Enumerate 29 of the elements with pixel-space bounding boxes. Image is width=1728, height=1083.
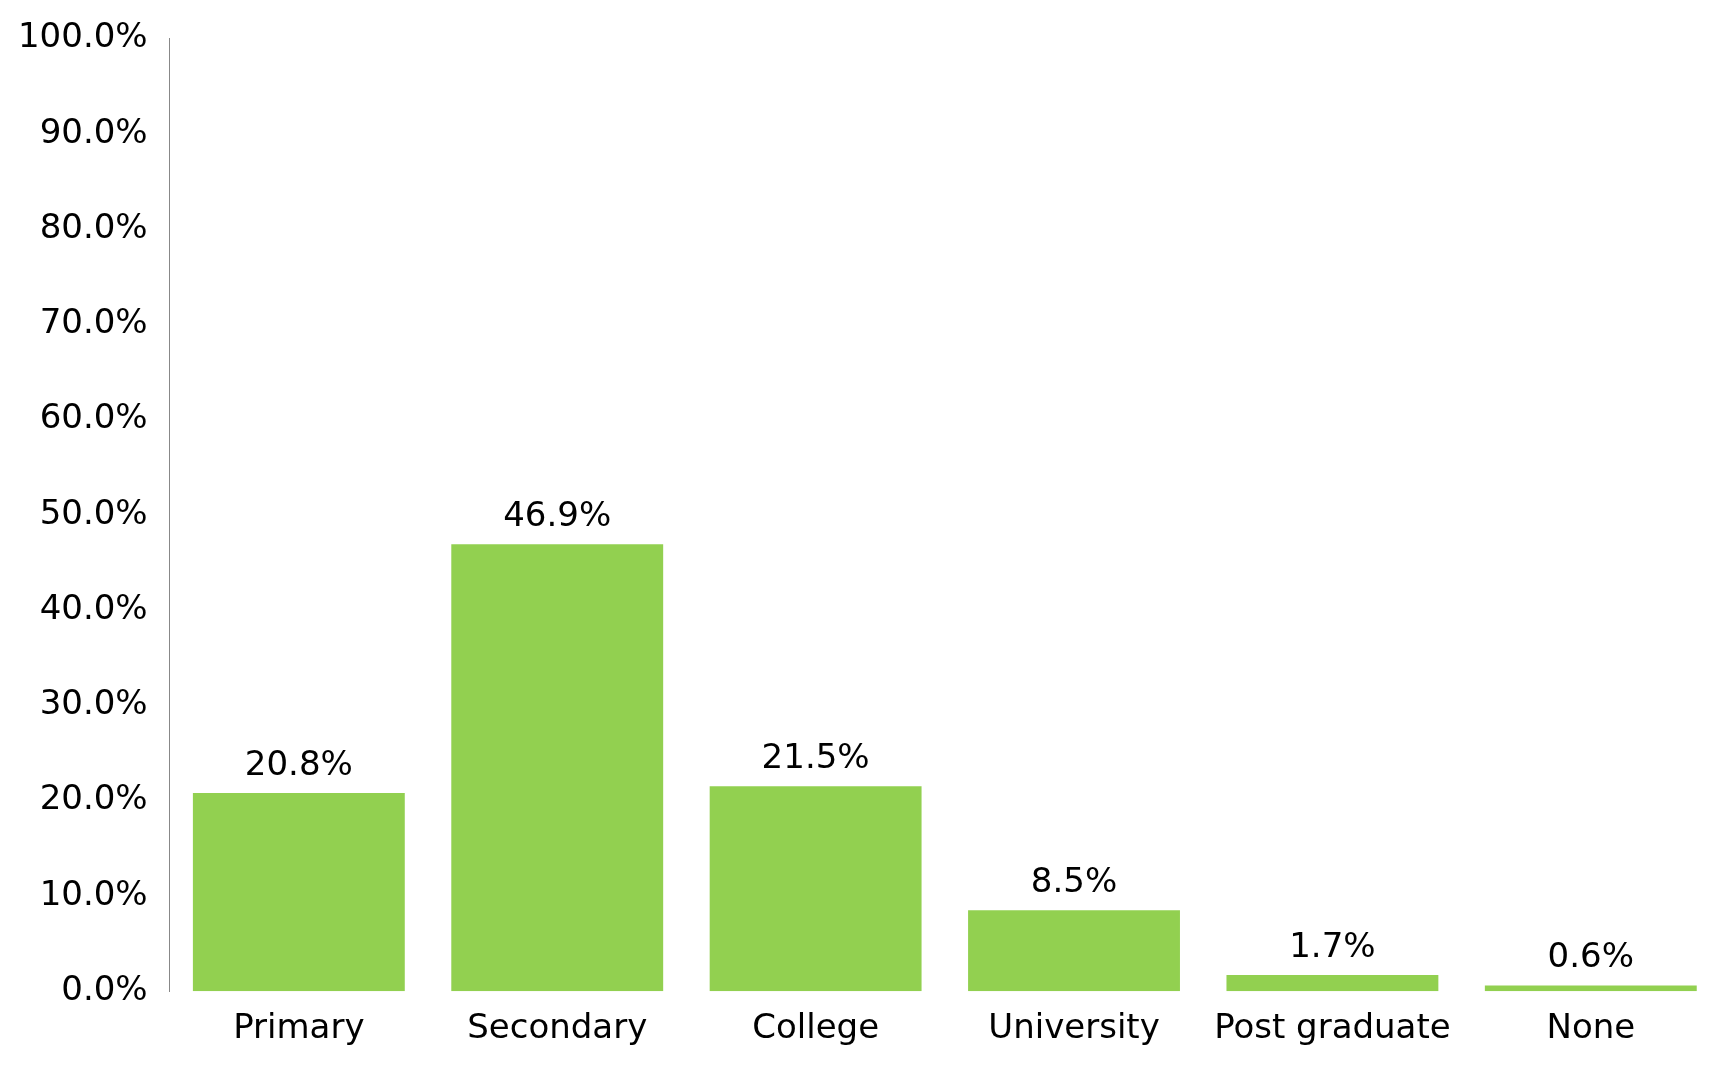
- y-tick-label: 100.0%: [17, 15, 148, 56]
- y-tick-label: 80.0%: [39, 205, 148, 246]
- data-label: 20.8%: [244, 742, 353, 783]
- y-tick-label: 10.0%: [39, 872, 148, 913]
- data-label: 8.5%: [1030, 860, 1118, 901]
- bar: [709, 786, 922, 992]
- y-tick-label: 50.0%: [39, 491, 148, 532]
- x-tick-label: College: [752, 1006, 880, 1047]
- y-tick-label: 0.0%: [61, 968, 148, 1009]
- bar: [451, 544, 664, 992]
- x-tick-label: Secondary: [467, 1006, 648, 1047]
- x-tick-label: Post graduate: [1214, 1006, 1451, 1047]
- x-tick-label: University: [988, 1006, 1160, 1047]
- y-tick-label: 70.0%: [39, 301, 148, 342]
- x-tick-label: None: [1546, 1006, 1636, 1047]
- y-tick-label: 40.0%: [39, 586, 148, 627]
- bar: [968, 910, 1180, 992]
- data-label: 0.6%: [1547, 935, 1634, 976]
- y-tick-label: 30.0%: [39, 682, 148, 723]
- x-tick-label: Primary: [233, 1006, 365, 1047]
- bar: [1484, 985, 1697, 992]
- data-label: 21.5%: [761, 736, 870, 777]
- bar: [192, 793, 405, 992]
- data-label: 46.9%: [503, 494, 612, 535]
- y-tick-label: 20.0%: [39, 777, 148, 818]
- data-label: 1.7%: [1289, 924, 1376, 965]
- y-tick-label: 60.0%: [39, 396, 148, 437]
- bar: [1226, 975, 1439, 992]
- y-tick-label: 90.0%: [39, 110, 148, 151]
